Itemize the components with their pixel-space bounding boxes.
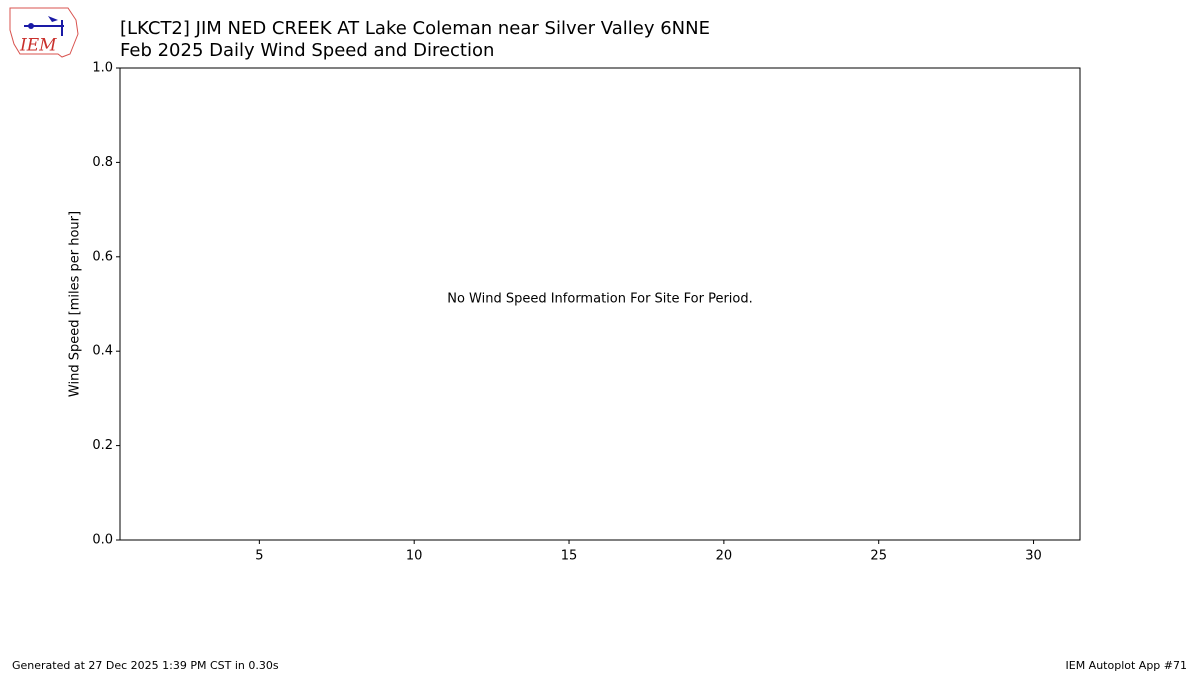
annotation: No Wind Speed Information For Site For P…: [447, 292, 753, 307]
logo: IEM: [9, 7, 79, 58]
x-tick-label: 25: [870, 549, 887, 564]
chart-title: [LKCT2] JIM NED CREEK AT Lake Coleman ne…: [120, 18, 710, 39]
chart-subtitle: Feb 2025 Daily Wind Speed and Direction: [120, 40, 494, 61]
x-tick-label: 30: [1025, 549, 1042, 564]
x-tick-label: 10: [406, 549, 423, 564]
x-tick-label: 20: [716, 549, 733, 564]
plot-frame: [119, 67, 1081, 541]
y-axis-label: Wind Speed [miles per hour]: [68, 211, 83, 397]
x-tick-label: 15: [561, 549, 578, 564]
y-tick-label: 1.0: [92, 61, 113, 76]
y-tick-label: 0.0: [92, 533, 113, 548]
x-tick-label: 5: [255, 549, 263, 564]
logo-text: IEM: [19, 36, 57, 56]
footer-right: IEM Autoplot App #71: [1066, 659, 1188, 672]
y-tick-label: 0.4: [92, 344, 113, 359]
y-tick-label: 0.2: [92, 438, 113, 453]
y-tick-label: 0.8: [92, 155, 113, 170]
footer-left: Generated at 27 Dec 2025 1:39 PM CST in …: [12, 659, 279, 672]
y-tick-label: 0.6: [92, 249, 113, 264]
